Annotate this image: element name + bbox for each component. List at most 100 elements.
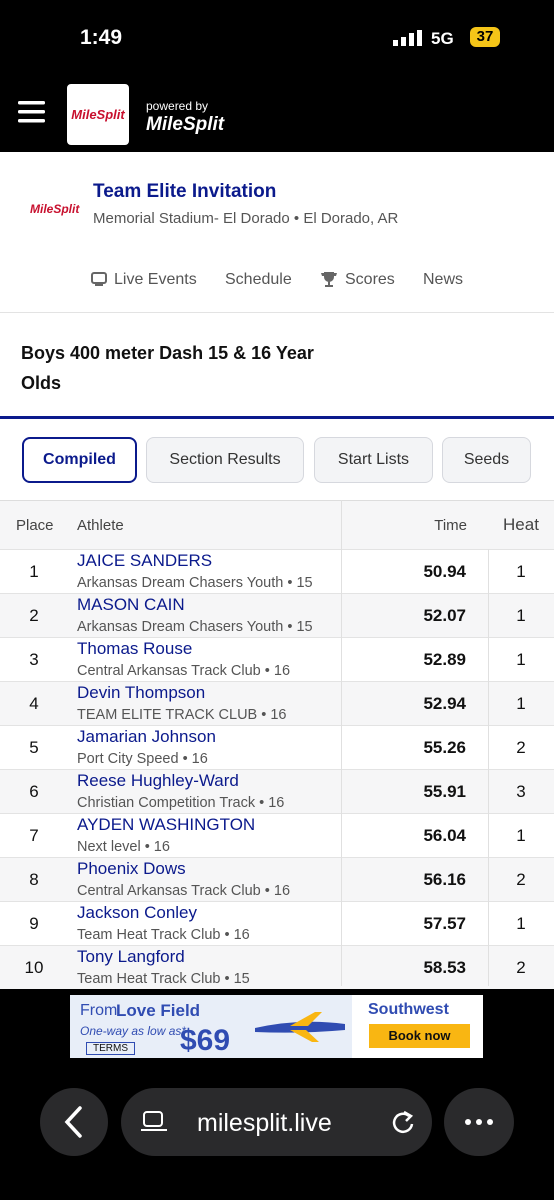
nav-item[interactable]: Schedule — [225, 271, 292, 288]
powered-by: powered by — [146, 99, 209, 113]
time: 56.16 — [423, 870, 466, 889]
brand: MileSplit — [146, 114, 225, 135]
ad-text: One-way as low as* — [80, 1024, 187, 1038]
tab[interactable]: Section Results — [146, 437, 304, 483]
result-row: 5 Jamarian Johnson Port City Speed • 16 55.… — [0, 725, 554, 769]
time: 50.94 — [423, 562, 466, 581]
network: 5G — [431, 29, 454, 48]
athlete-team: Central Arkansas Track Club • 16 — [77, 883, 291, 899]
divider — [0, 312, 554, 313]
url-bar[interactable]: milesplit.live — [121, 1088, 432, 1156]
heat: 1 — [516, 650, 526, 669]
column-header: Athlete — [77, 517, 124, 534]
athlete-team: Arkansas Dream Chasers Youth • 15 — [77, 619, 313, 635]
place: 2 — [29, 606, 39, 625]
heat: 3 — [516, 782, 526, 801]
athlete-team: Team Heat Track Club • 15 — [77, 971, 250, 987]
athlete-team: Central Arkansas Track Club • 16 — [77, 663, 291, 679]
tab-icon — [141, 1111, 167, 1131]
nav-item[interactable]: Scores — [345, 271, 395, 288]
result-row: 10 Tony Langford Team Heat Track Club • 15… — [0, 945, 554, 989]
athlete-name[interactable]: Thomas Rouse — [77, 639, 193, 658]
time: 52.07 — [423, 606, 466, 625]
ad-terms[interactable]: TERMS — [86, 1042, 135, 1055]
table-body: 1 JAICE SANDERS Arkansas Dream Chasers You… — [0, 549, 554, 989]
clock: 1:49 — [80, 26, 123, 49]
table-header — [0, 500, 554, 549]
live-icon — [91, 272, 107, 286]
tab-active[interactable]: Compiled — [22, 437, 137, 483]
column-header: Heat — [503, 515, 539, 534]
reload-icon[interactable] — [389, 1108, 417, 1136]
column-divider — [341, 500, 342, 986]
athlete-team: TEAM ELITE TRACK CLUB • 16 — [77, 707, 287, 723]
place: 5 — [29, 738, 39, 757]
ad-text: From — [80, 1002, 118, 1019]
athlete-name[interactable]: Jamarian Johnson — [77, 727, 216, 746]
divider — [0, 416, 554, 419]
place: 10 — [24, 958, 44, 977]
time: 58.53 — [423, 958, 466, 977]
athlete-name[interactable]: Devin Thompson — [77, 683, 206, 702]
time: 56.04 — [423, 826, 466, 845]
menu-button[interactable] — [18, 101, 45, 123]
place: 1 — [29, 562, 39, 581]
place: 8 — [29, 870, 39, 889]
more-button[interactable] — [444, 1088, 514, 1156]
heat: 1 — [516, 562, 526, 581]
time: 52.94 — [423, 694, 466, 713]
nav-item[interactable]: News — [423, 271, 464, 288]
back-button[interactable] — [40, 1088, 108, 1156]
plane — [255, 1012, 345, 1042]
heat: 1 — [516, 606, 526, 625]
tab[interactable]: Start Lists — [314, 437, 433, 483]
athlete-name[interactable]: Jackson Conley — [77, 903, 198, 922]
tab[interactable]: Seeds — [442, 437, 531, 483]
meet-title[interactable]: Team Elite Invitation — [93, 181, 277, 202]
ad-text: Love Field — [116, 1001, 201, 1020]
result-row: 4 Devin Thompson TEAM ELITE TRACK CLUB • 1… — [0, 681, 554, 725]
heat: 2 — [516, 958, 526, 977]
logo[interactable]: MileSplit — [67, 84, 129, 145]
place: 9 — [29, 914, 39, 933]
result-row: 8 Phoenix Dows Central Arkansas Track Club… — [0, 857, 554, 901]
result-row: 9 Jackson Conley Team Heat Track Club • 16… — [0, 901, 554, 945]
heat: 2 — [516, 738, 526, 757]
result-row: 1 JAICE SANDERS Arkansas Dream Chasers You… — [0, 549, 554, 593]
time: 52.89 — [423, 650, 466, 669]
column-header: Place — [16, 517, 54, 534]
heat: 1 — [516, 914, 526, 933]
meet-logo: MileSplit — [30, 202, 80, 216]
athlete-name[interactable]: JAICE SANDERS — [77, 551, 213, 570]
url: milesplit.live — [197, 1109, 332, 1137]
place: 6 — [29, 782, 39, 801]
athlete-team: Arkansas Dream Chasers Youth • 15 — [77, 575, 313, 591]
place: 7 — [29, 826, 39, 845]
athlete-name[interactable]: Reese Hughley-Ward — [77, 771, 239, 790]
place: 3 — [29, 650, 39, 669]
result-row: 2 MASON CAIN Arkansas Dream Chasers Youth … — [0, 593, 554, 637]
time: 57.57 — [423, 914, 466, 933]
heat: 1 — [516, 826, 526, 845]
column-header: Time — [434, 517, 467, 534]
result-row: 7 AYDEN WASHINGTON Next level • 16 56.04 1 — [0, 813, 554, 857]
athlete-name[interactable]: AYDEN WASHINGTON — [77, 815, 256, 834]
ad-brand: Southwest — [368, 1001, 449, 1018]
time: 55.26 — [423, 738, 466, 757]
athlete-name[interactable]: Phoenix Dows — [77, 859, 186, 878]
trophy-icon — [321, 272, 337, 287]
nav-item[interactable]: Live Events — [114, 271, 197, 288]
battery: 37 — [470, 27, 500, 47]
ad-button[interactable]: Book now — [369, 1024, 470, 1048]
athlete-team: Next level • 16 — [77, 839, 170, 855]
athlete-team: Team Heat Track Club • 16 — [77, 927, 250, 943]
heat: 2 — [516, 870, 526, 889]
place: 4 — [29, 694, 39, 713]
heat: 1 — [516, 694, 526, 713]
athlete-name[interactable]: Tony Langford — [77, 947, 185, 966]
athlete-name[interactable]: MASON CAIN — [77, 595, 185, 614]
result-row: 6 Reese Hughley-Ward Christian Competition… — [0, 769, 554, 813]
result-row: 3 Thomas Rouse Central Arkansas Track Club… — [0, 637, 554, 681]
signal-icon — [393, 30, 422, 46]
